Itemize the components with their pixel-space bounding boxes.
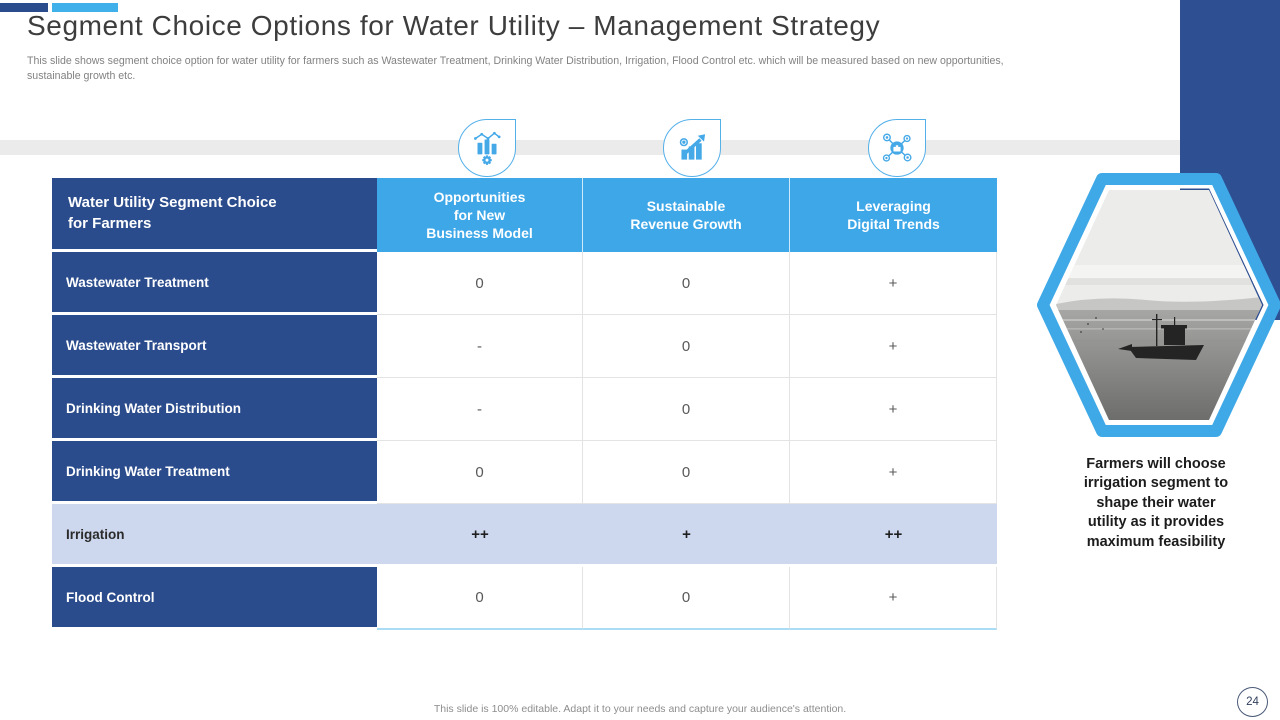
value-cell: ++ <box>377 504 583 567</box>
page-title: Segment Choice Options for Water Utility… <box>27 10 881 41</box>
row-label-cell: Irrigation <box>52 504 377 567</box>
row-label-cell: Drinking Water Treatment <box>52 441 377 504</box>
boat-photo-hexagon <box>1036 172 1280 438</box>
table-header-cell: Sustainable Revenue Growth <box>583 178 790 252</box>
segment-choice-table: Water Utility Segment Choice for Farmers… <box>52 178 997 630</box>
table-header-cell: Opportunities for New Business Model <box>377 178 583 252</box>
row-label-cell: Wastewater Transport <box>52 315 377 378</box>
row-label-cell: Drinking Water Distribution <box>52 378 377 441</box>
footer-note: This slide is 100% editable. Adapt it to… <box>433 703 847 715</box>
bar-chart-gear-icon <box>458 119 516 177</box>
value-cell: 0 <box>377 567 583 630</box>
accent-bar-light <box>52 3 118 12</box>
row-label-cell: Wastewater Treatment <box>52 252 377 315</box>
value-cell: ++ <box>790 504 997 567</box>
callout-text: Farmers will choose irrigation segment t… <box>1083 456 1229 550</box>
value-cell: - <box>377 378 583 441</box>
value-cell: + <box>790 315 997 378</box>
value-cell: + <box>583 504 790 567</box>
value-cell: 0 <box>583 315 790 378</box>
table-header-cell: Water Utility Segment Choice for Farmers <box>52 178 377 252</box>
value-cell: 0 <box>377 252 583 315</box>
value-cell: - <box>377 315 583 378</box>
network-briefcase-icon <box>868 119 926 177</box>
growth-arrow-coin-icon <box>663 119 721 177</box>
value-cell: + <box>790 378 997 441</box>
value-cell: 0 <box>377 441 583 504</box>
value-cell: + <box>790 441 997 504</box>
slide-subtitle: This slide shows segment choice option f… <box>27 55 1004 83</box>
value-cell: 0 <box>583 567 790 630</box>
horizontal-divider-band <box>0 140 1180 155</box>
row-label-cell: Flood Control <box>52 567 377 630</box>
value-cell: 0 <box>583 378 790 441</box>
value-cell: + <box>790 252 997 315</box>
page-number-badge: 24 <box>1237 687 1268 717</box>
value-cell: 0 <box>583 441 790 504</box>
value-cell: + <box>790 567 997 630</box>
value-cell: 0 <box>583 252 790 315</box>
table-header-cell: Leveraging Digital Trends <box>790 178 997 252</box>
accent-bar-dark <box>0 3 48 12</box>
